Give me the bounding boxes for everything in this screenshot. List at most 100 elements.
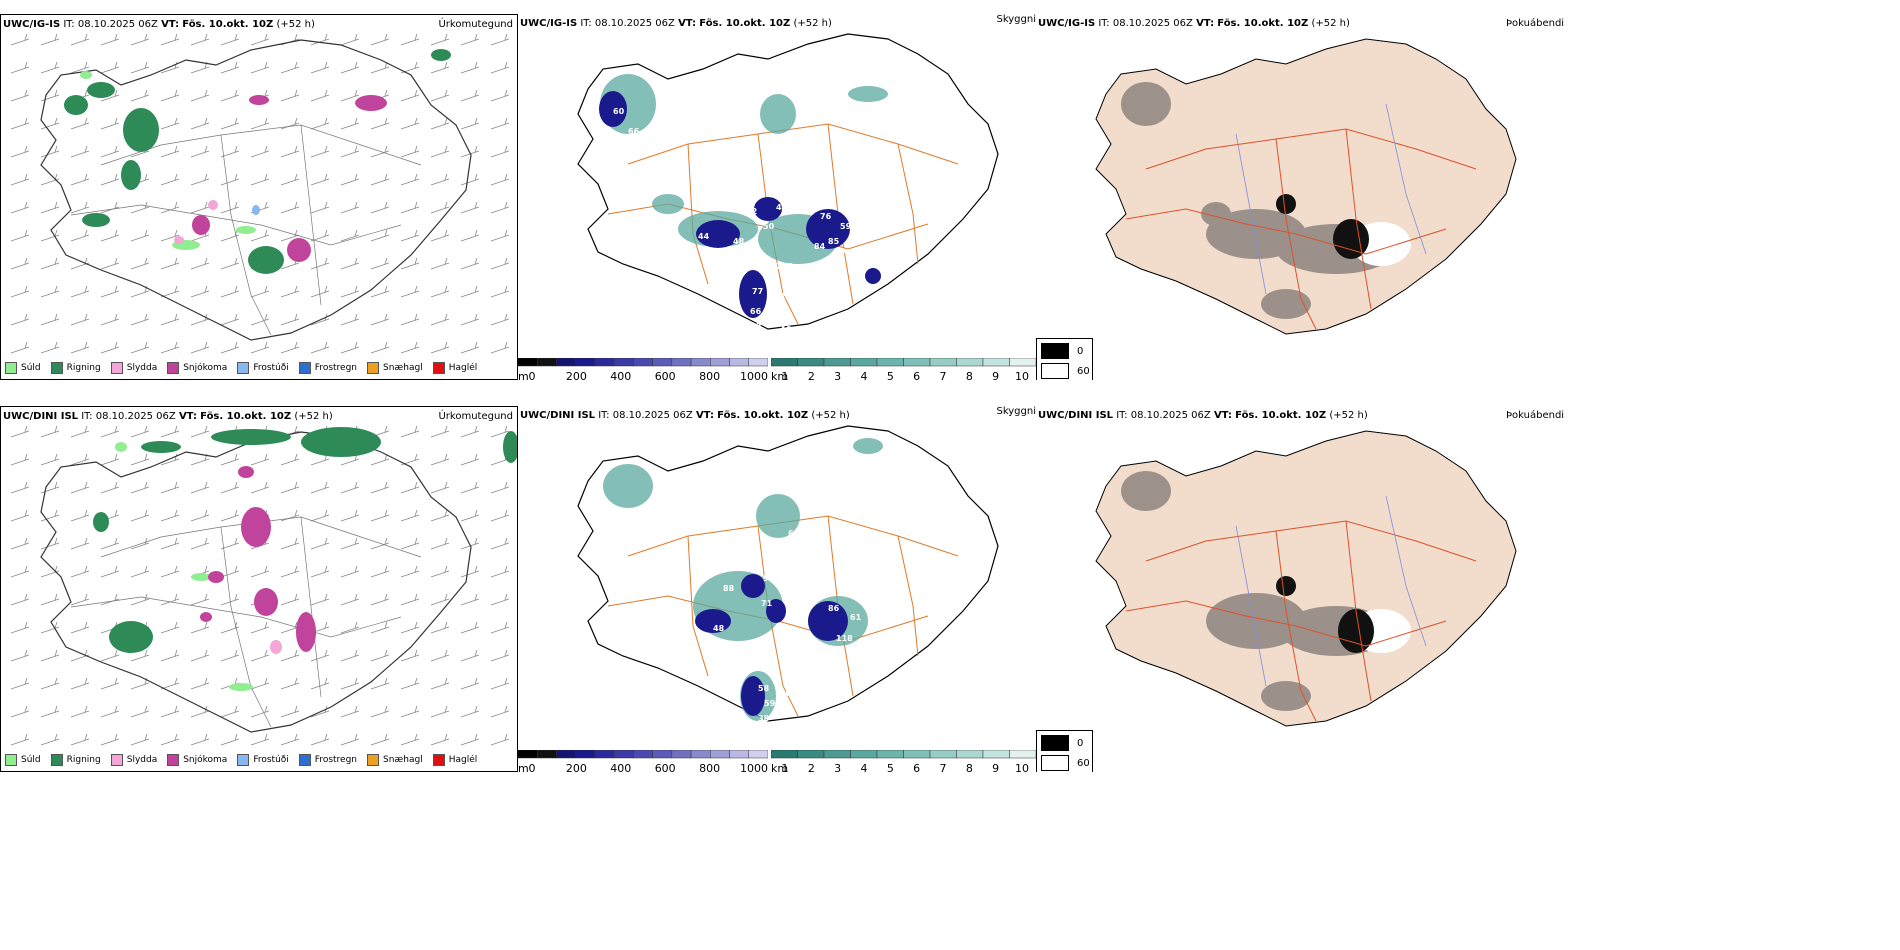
colorbar-tick: 1	[781, 370, 789, 380]
wind-barb	[190, 201, 210, 214]
ceiling-value-label: 52	[778, 624, 789, 633]
fog-dark	[1276, 576, 1374, 653]
wind-barb	[340, 285, 360, 298]
wind-barb	[340, 117, 360, 130]
wind-barb	[40, 89, 60, 102]
wind-barb	[220, 61, 240, 74]
colorbar-tick: 5	[886, 762, 894, 772]
wind-barb	[490, 481, 510, 494]
ceiling-value-label: 66	[750, 307, 762, 316]
legend-item: Súld	[5, 362, 41, 374]
map-title: UWC/DINI ISL IT: 08.10.2025 06Z VT: Fös.…	[1038, 410, 1368, 421]
ceiling-colorbar-strip	[518, 750, 768, 759]
wind-barb	[220, 593, 240, 606]
legend-label: Snæhagl	[383, 755, 423, 765]
wind-barb	[10, 229, 30, 242]
precip-type-map-row2: UWC/DINI ISL IT: 08.10.2025 06Z VT: Fös.…	[0, 406, 518, 772]
wind-barb	[460, 649, 480, 662]
ceiling-value-label: 59	[840, 222, 852, 231]
visibility-colorbar: km 1 2 3 4 5 6 7 8 9 10	[771, 358, 1036, 380]
legend-item: Haglél	[432, 362, 477, 374]
wind-barb	[460, 621, 480, 634]
colorbar-tick: 2	[807, 370, 815, 380]
wind-barb	[100, 33, 120, 46]
snow-areas	[200, 466, 316, 652]
freezing-drizzle-areas	[252, 205, 260, 215]
wind-barb	[340, 145, 360, 158]
visibility-colorbar-strip	[771, 358, 1036, 367]
wind-barb	[490, 537, 510, 550]
legend-label: Slydda	[126, 363, 158, 373]
wind-barb	[340, 313, 360, 326]
wind-barb	[40, 677, 60, 690]
wind-barb	[400, 537, 420, 550]
legend-swatch	[367, 754, 380, 766]
ceiling-value-label: 9	[840, 247, 846, 256]
colorbar-tick: 7	[939, 370, 947, 380]
wind-barb	[460, 61, 480, 74]
fog-title: Þokuábendi	[1506, 18, 1565, 29]
wind-barb	[280, 509, 300, 522]
legend-label: Súld	[21, 755, 41, 765]
wind-barb	[280, 89, 300, 102]
wind-barb	[400, 621, 420, 634]
wind-barb	[130, 313, 150, 326]
wind-barb	[10, 89, 30, 102]
cloud-title: Skyggni	[996, 14, 1036, 25]
colorbar-tick: 2	[807, 762, 815, 772]
wind-barb	[280, 649, 300, 662]
wind-barb	[340, 509, 360, 522]
wind-barb	[130, 565, 150, 578]
ceiling-colorbar-strip	[518, 358, 768, 367]
wind-barb	[190, 537, 210, 550]
colorbar-segment	[518, 750, 538, 759]
wind-barb	[310, 257, 330, 270]
wind-barb	[370, 593, 390, 606]
wind-barb	[10, 537, 30, 550]
wind-barb	[430, 173, 450, 186]
wind-barb	[490, 201, 510, 214]
colorbar-segment	[929, 358, 957, 367]
wind-barb	[10, 201, 30, 214]
wind-barb	[190, 705, 210, 718]
colorbar-tick: 5	[886, 370, 894, 380]
wind-barb	[490, 173, 510, 186]
wind-barb	[10, 481, 30, 494]
colorbar-tick: 800	[699, 762, 721, 772]
wind-barb	[460, 201, 480, 214]
ceiling-value-label: 11	[848, 644, 860, 653]
wind-barb	[460, 425, 480, 438]
wind-barb	[310, 61, 330, 74]
wind-barb	[430, 201, 450, 214]
visibility-colorbar: km 1 2 3 4 5 6 7 8 9 10	[771, 750, 1036, 772]
wind-barb	[460, 565, 480, 578]
wind-barb	[130, 705, 150, 718]
wind-barb	[40, 313, 60, 326]
wind-barb	[340, 341, 360, 354]
colorbar-tick: 8	[965, 370, 973, 380]
map-title: UWC/DINI ISL IT: 08.10.2025 06Z VT: Fös.…	[3, 411, 333, 422]
wind-barb	[460, 229, 480, 242]
wind-barb	[490, 705, 510, 718]
wind-barb	[460, 89, 480, 102]
wind-barb	[250, 621, 270, 634]
colorbar-segment	[575, 358, 596, 367]
colorbar-tick: 9	[992, 762, 1000, 772]
wind-barb	[100, 201, 120, 214]
ceiling-value-label: 40	[780, 719, 792, 728]
colorbar-tick: 800	[699, 370, 721, 380]
wind-barb	[370, 229, 390, 242]
ceiling-value-label: 60	[788, 529, 800, 538]
wind-barb	[100, 173, 120, 186]
legend-item: Rigning	[50, 362, 101, 374]
wind-barb	[340, 61, 360, 74]
legend-item: Slydda	[110, 754, 157, 766]
wind-barb	[370, 733, 390, 746]
wind-barb	[70, 593, 90, 606]
wind-barb	[160, 229, 180, 242]
wind-barb	[370, 509, 390, 522]
wind-barb	[490, 565, 510, 578]
wind-barb	[220, 257, 240, 270]
